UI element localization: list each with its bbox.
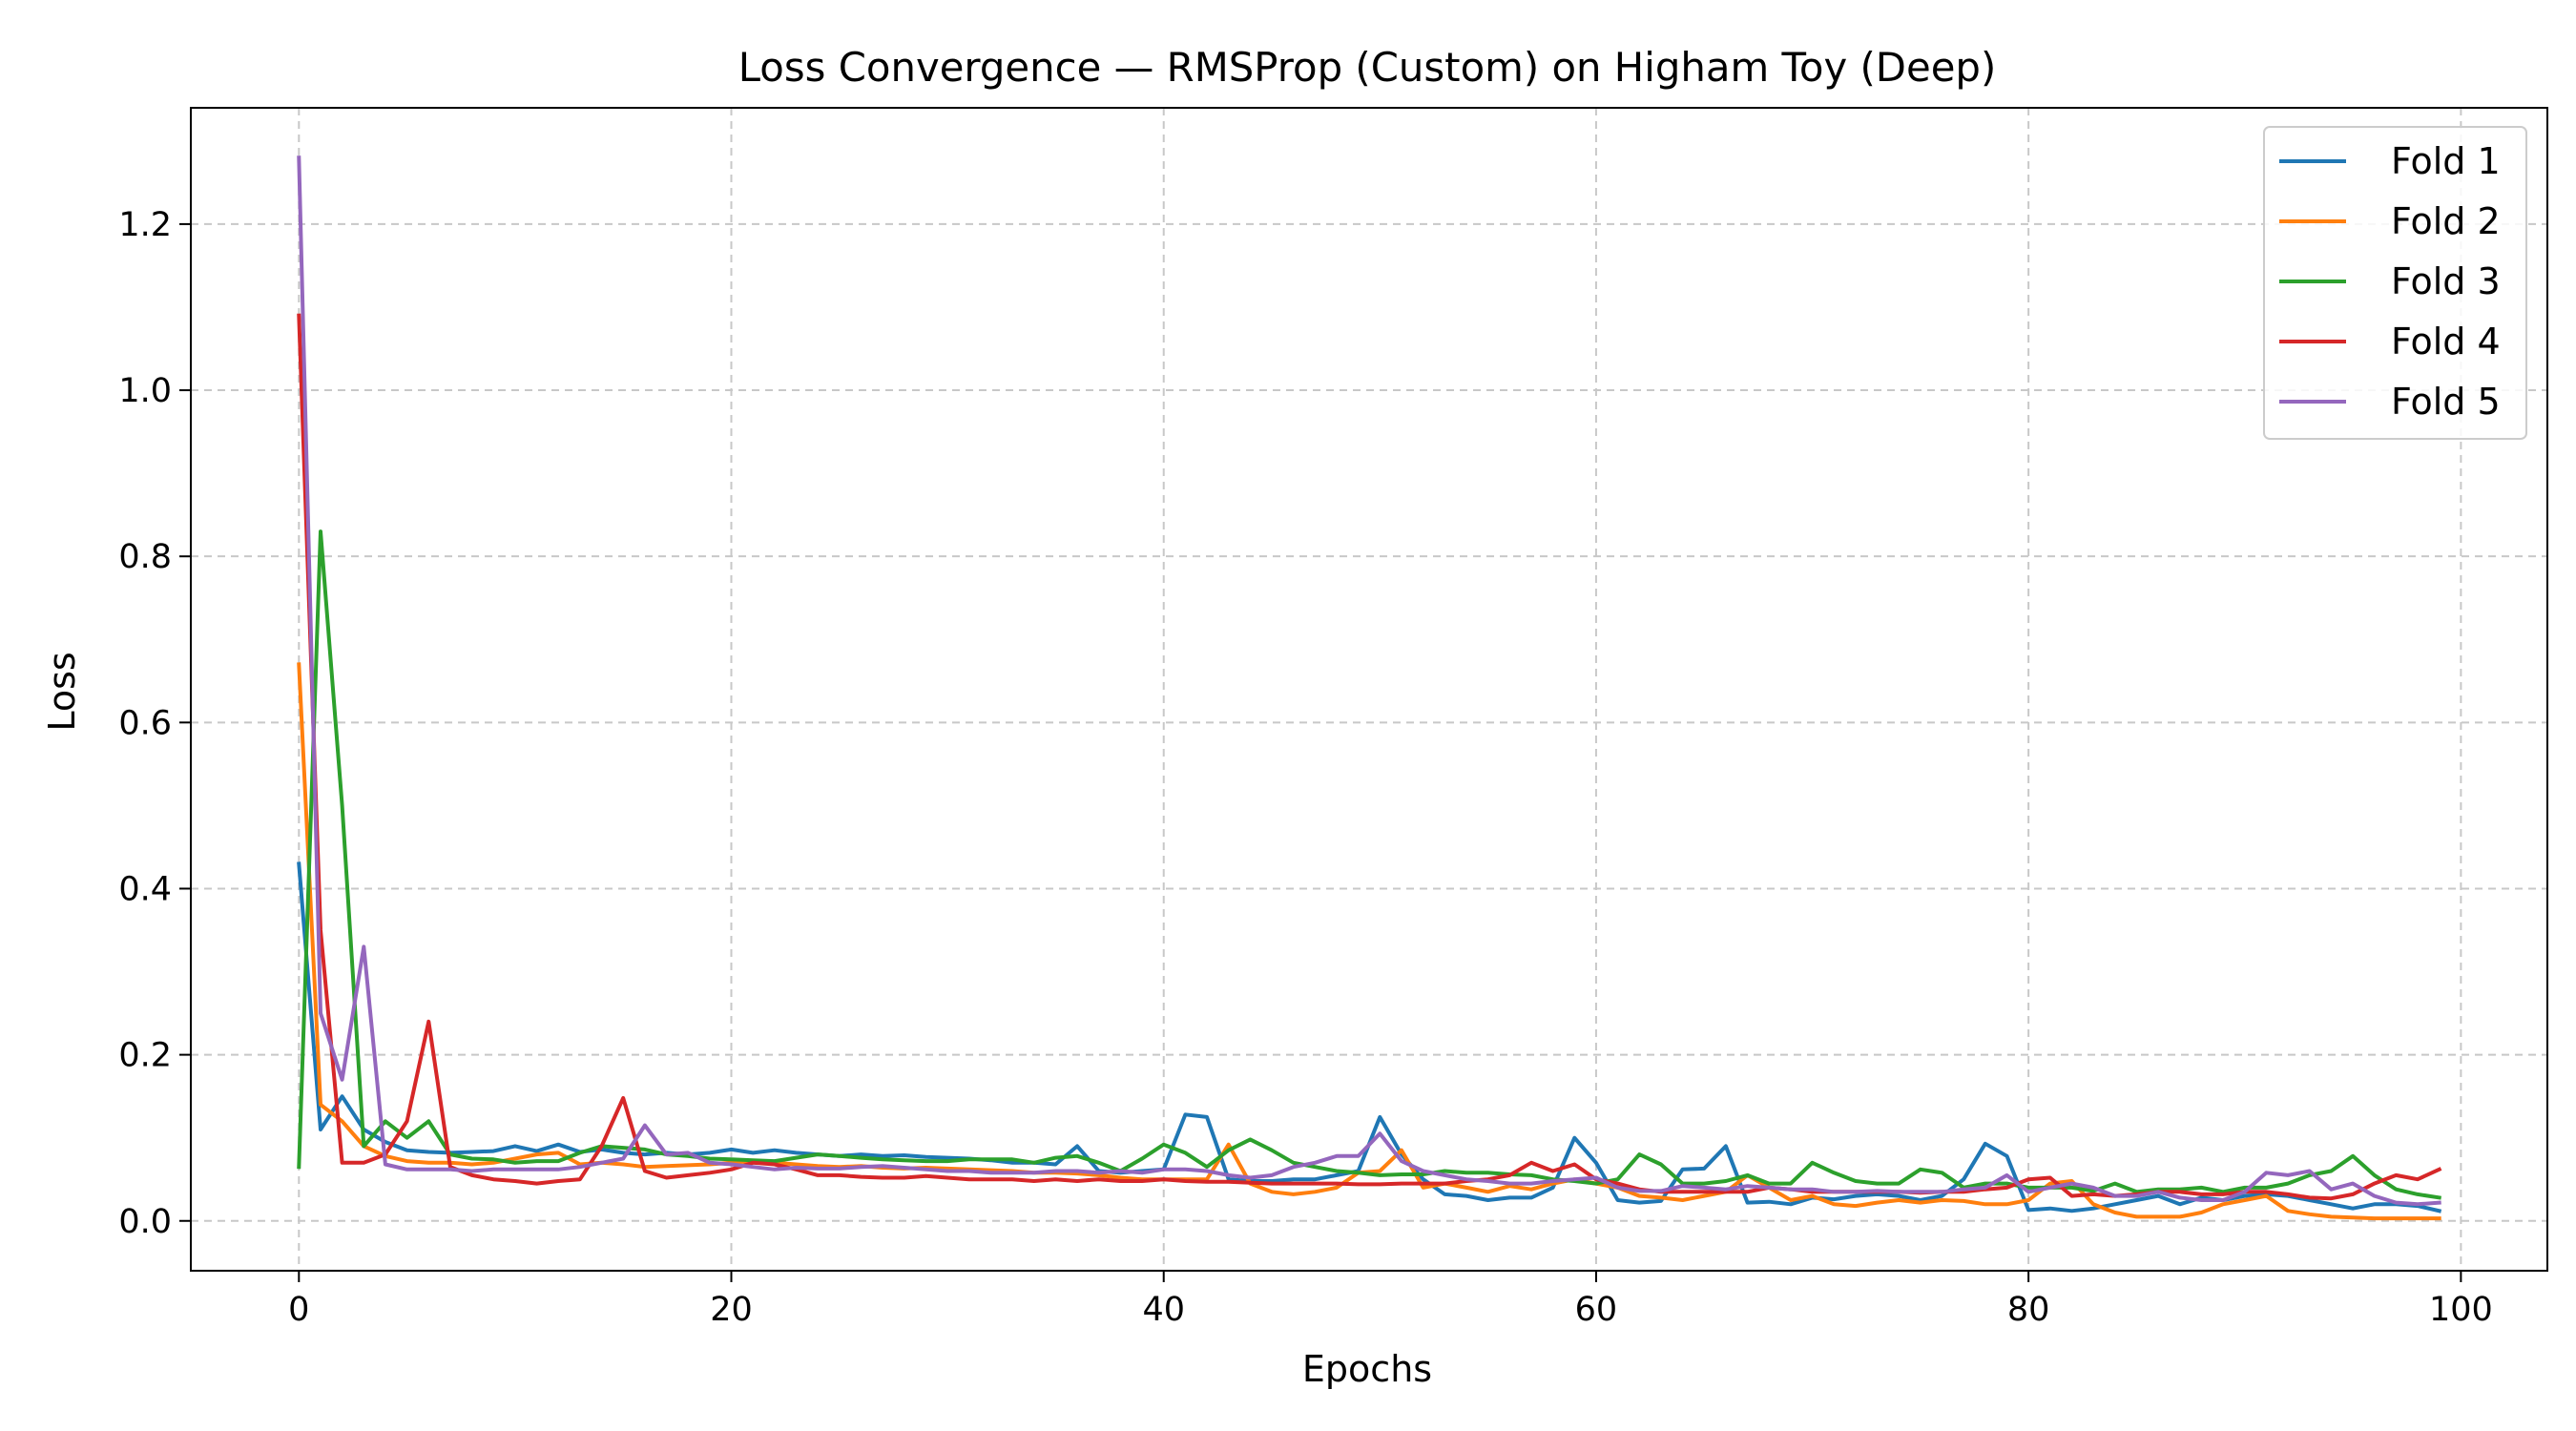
x-tick-label: 20 — [710, 1291, 753, 1329]
legend-label: Fold 5 — [2391, 381, 2501, 423]
x-tick-label: 60 — [1575, 1291, 1618, 1329]
series-line-fold-3 — [297, 529, 2441, 1200]
y-tick-label: 0.2 — [118, 1037, 172, 1075]
series-line-fold-4 — [297, 313, 2442, 1201]
x-tick-label: 100 — [2429, 1291, 2493, 1329]
y-axis-label: Loss — [41, 652, 83, 731]
x-tick-label: 80 — [2007, 1291, 2050, 1329]
chart-title: Loss Convergence — RMSProp (Custom) on H… — [738, 44, 1997, 91]
y-tick-label: 0.8 — [118, 538, 172, 576]
axis-ticks: 0 20 40 60 80 100 0.0 0.2 0.4 0.6 0.8 1.0 1.2 — [118, 206, 2492, 1329]
legend-box — [2263, 126, 2527, 440]
y-tick-label: 1.2 — [118, 206, 172, 244]
x-axis-label: Epochs — [1302, 1348, 1432, 1390]
x-tick-label: 40 — [1142, 1291, 1185, 1329]
series-line-fold-5 — [297, 156, 2441, 1207]
legend-label: Fold 3 — [2391, 260, 2501, 302]
y-tick-label: 0.0 — [118, 1203, 172, 1241]
legend: Fold 1 Fold 2 Fold 3 Fold 4 Fold 5 — [2263, 126, 2527, 440]
series-lines — [297, 156, 2442, 1221]
y-tick-label: 0.4 — [118, 870, 172, 908]
y-tick-label: 0.6 — [118, 704, 172, 742]
y-tick-label: 1.0 — [118, 372, 172, 410]
grid — [191, 108, 2547, 1271]
legend-label: Fold 2 — [2391, 200, 2501, 242]
x-tick-label: 0 — [288, 1291, 309, 1329]
legend-label: Fold 4 — [2391, 321, 2501, 363]
series-line-fold-2 — [297, 662, 2441, 1221]
legend-label: Fold 1 — [2391, 140, 2501, 182]
plot-frame — [190, 107, 2548, 1272]
